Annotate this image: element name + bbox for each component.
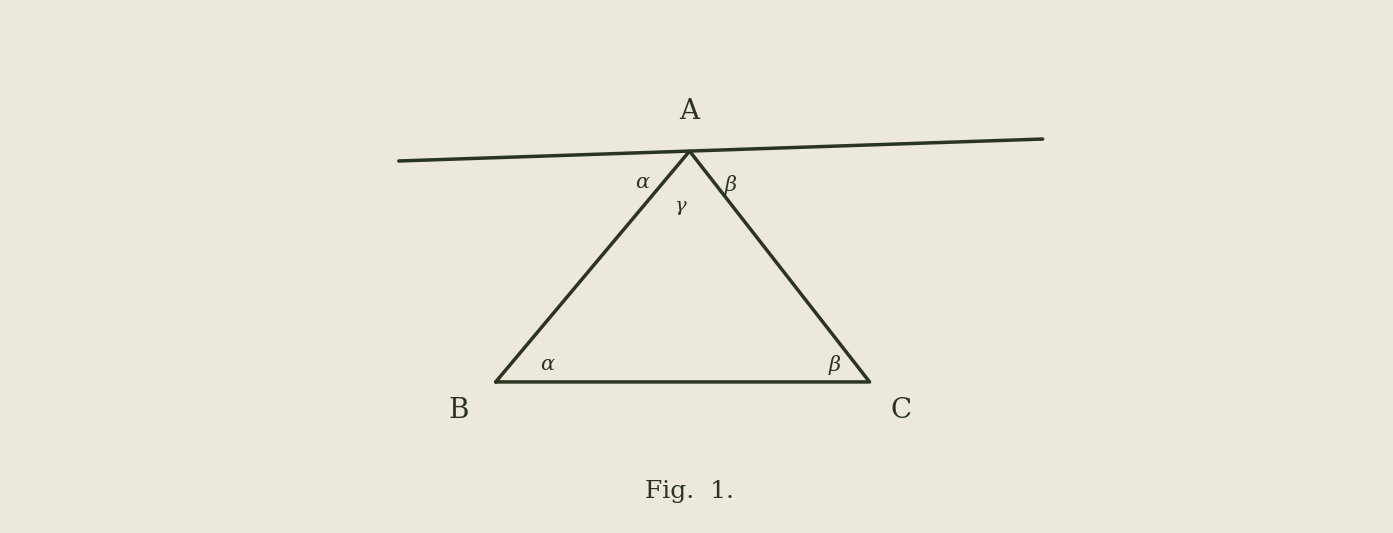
Text: α: α — [540, 355, 554, 374]
Text: β: β — [724, 175, 737, 195]
Text: B: B — [449, 397, 468, 424]
Text: A: A — [680, 98, 699, 125]
Text: α: α — [635, 173, 649, 192]
Text: γ: γ — [674, 197, 685, 215]
Text: Fig.  1.: Fig. 1. — [645, 480, 734, 503]
Text: C: C — [892, 397, 912, 424]
Text: β: β — [829, 354, 841, 375]
